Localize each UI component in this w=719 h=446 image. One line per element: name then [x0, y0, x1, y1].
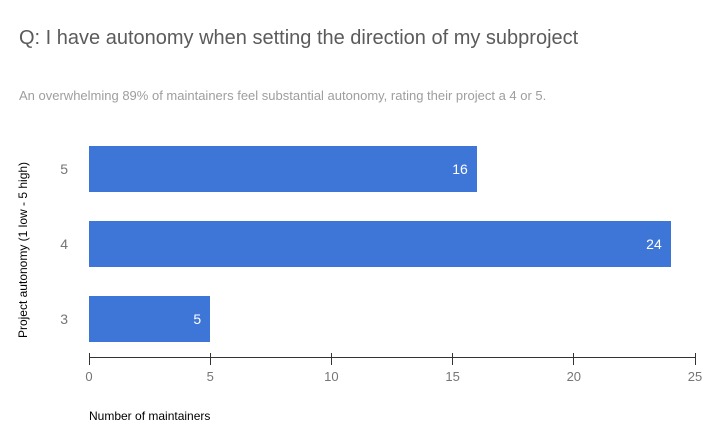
x-axis-tick-label: 25 — [687, 369, 703, 384]
x-axis-tick-mark — [694, 353, 696, 365]
x-axis-tick-mark — [88, 353, 90, 365]
x-axis-tick-mark — [452, 353, 454, 365]
x-axis-tick-label: 20 — [566, 369, 582, 384]
x-axis-title: Number of maintainers — [89, 409, 211, 423]
x-axis-tick-mark — [330, 353, 332, 365]
x-axis-tick-mark — [209, 353, 211, 365]
category-label: 3 — [60, 311, 68, 328]
plot-area: 16 24 5 — [89, 131, 695, 358]
bar: 24 — [89, 221, 671, 267]
chart-subtitle: An overwhelming 89% of maintainers feel … — [19, 88, 547, 103]
bar: 16 — [89, 145, 477, 192]
category-label: 5 — [60, 160, 68, 177]
category-label: 4 — [60, 236, 68, 252]
x-axis-tick-label: 5 — [206, 369, 214, 384]
x-axis-tick-label: 10 — [324, 369, 339, 384]
bar-value-label: 5 — [193, 311, 202, 328]
y-axis-title: Project autonomy (1 low - 5 high) — [16, 161, 30, 339]
chart-title: Q: I have autonomy when setting the dire… — [19, 27, 579, 49]
x-axis-tick-label: 0 — [85, 369, 93, 384]
x-axis-tick-label: 15 — [445, 369, 460, 384]
x-axis-tick-mark — [573, 353, 575, 365]
bar: 5 — [89, 296, 211, 343]
bar-value-label: 24 — [646, 236, 662, 252]
bar-value-label: 16 — [452, 160, 468, 177]
